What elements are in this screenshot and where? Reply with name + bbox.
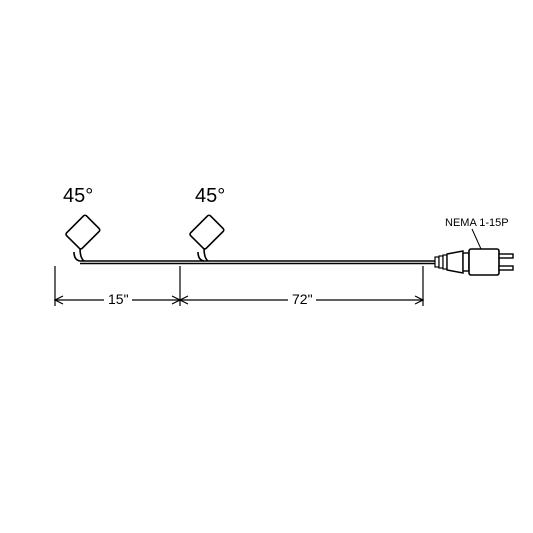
- plug-label: NEMA 1-15P: [445, 217, 509, 229]
- cable: [80, 261, 435, 264]
- plug-assembly: [435, 249, 513, 275]
- socket-2: [189, 214, 224, 261]
- plug-label-leader: [472, 229, 481, 249]
- socket-1-angle-label: 45°: [63, 185, 93, 207]
- socket-2-angle-label: 45°: [195, 185, 225, 207]
- dim2-label: 72": [292, 291, 313, 307]
- socket-1: [65, 214, 100, 261]
- dim1-label: 15": [108, 291, 129, 307]
